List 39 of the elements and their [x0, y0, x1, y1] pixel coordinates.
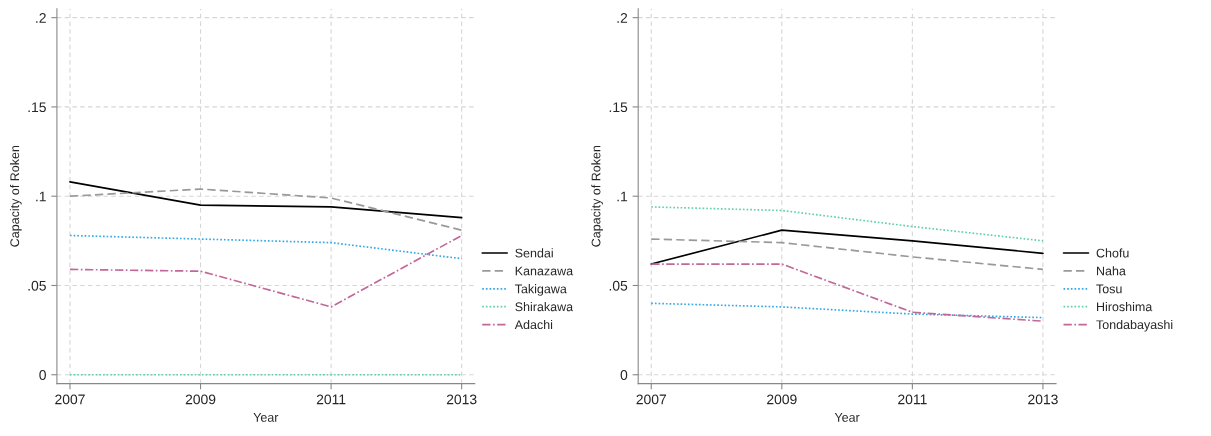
legend-label: Shirakawa [515, 302, 574, 312]
legend-label: Kanazawa [515, 266, 574, 276]
line-series [69, 188, 463, 231]
x-tick-label: 2011 [898, 394, 927, 405]
legend-label: Naha [1097, 266, 1126, 276]
y-tick-label: .2 [36, 12, 46, 23]
x-tick-label: 2009 [767, 394, 797, 405]
legend-label: Sendai [515, 248, 553, 258]
x-axis-title: Year [253, 413, 279, 422]
legend-label: Chofu [1096, 248, 1129, 258]
line-series [69, 181, 463, 219]
x-tick-label: 2013 [1028, 394, 1058, 405]
y-tick-label: .15 [609, 102, 628, 113]
x-axis-title: Year [834, 413, 860, 422]
x-tick-label: 2009 [185, 394, 216, 405]
line-series [650, 302, 1044, 319]
y-tick-label: 0 [620, 370, 628, 380]
legend-label: Tosu [1096, 284, 1122, 294]
y-axis-title: Capacity of Roken [9, 145, 22, 247]
line-series [69, 234, 463, 308]
legend-label: Hiroshima [1097, 302, 1153, 312]
y-tick-label: .05 [28, 280, 46, 291]
legend-label: Takigawa [514, 284, 567, 296]
y-tick-label: .1 [36, 191, 46, 202]
y-tick-label: .1 [617, 191, 628, 202]
line-series [650, 206, 1044, 242]
y-axis-title: Capacity of Roken [591, 145, 603, 247]
x-tick-label: 2011 [316, 394, 346, 405]
line-series [650, 238, 1044, 271]
y-tick-label: .15 [28, 102, 46, 113]
legend-label: Tondabayashi [1096, 319, 1173, 332]
y-tick-label: .05 [609, 280, 628, 291]
x-tick-label: 2007 [636, 394, 667, 405]
y-tick-label: .2 [617, 12, 628, 23]
y-tick-label: 0 [39, 370, 46, 380]
x-tick-label: 2013 [446, 394, 477, 405]
x-tick-label: 2007 [55, 394, 85, 405]
legend-label: Adachi [514, 319, 553, 330]
line-series [69, 234, 463, 260]
